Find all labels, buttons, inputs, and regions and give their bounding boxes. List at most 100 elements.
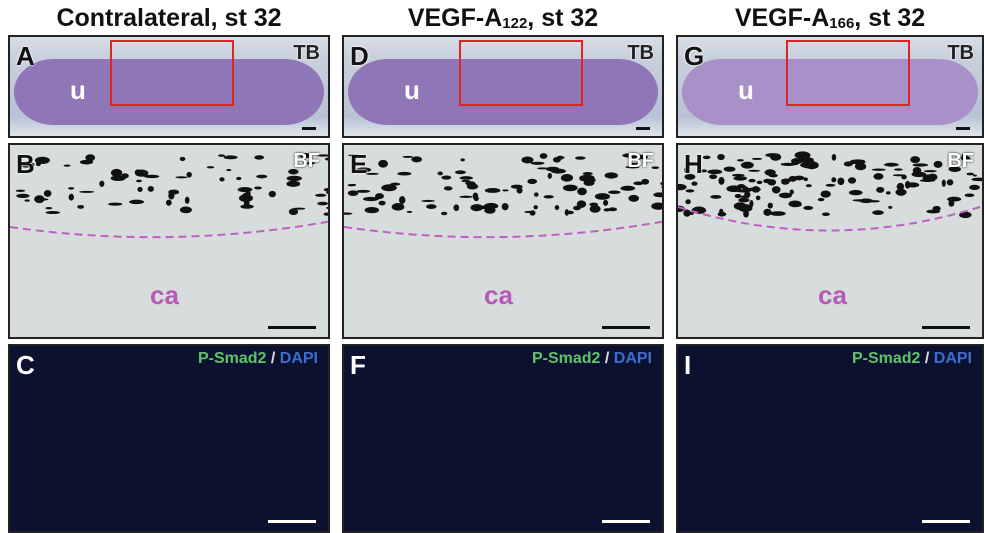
pigment-cell xyxy=(460,158,464,161)
pigment-cell xyxy=(502,189,508,191)
pigment-cell xyxy=(735,194,742,198)
pigment-cell xyxy=(444,186,453,190)
pigment-cell xyxy=(77,205,84,209)
pigment-cell xyxy=(884,163,899,167)
pigment-cell xyxy=(421,200,435,202)
pigment-cell xyxy=(108,203,122,206)
pigment-cell xyxy=(64,165,71,167)
pigment-cell xyxy=(661,186,664,188)
pigment-cell xyxy=(651,203,664,210)
pigment-cell xyxy=(555,205,560,210)
pigment-cell xyxy=(886,191,891,194)
pigment-cell xyxy=(765,153,780,157)
pigment-cell xyxy=(474,196,479,201)
pigment-cell xyxy=(633,182,643,186)
pigment-cell xyxy=(236,177,241,180)
figure-column: VEGF-A122, st 32DTBuEBFcaFP-Smad2 / DAPI xyxy=(342,0,664,533)
pigment-cell xyxy=(378,160,388,168)
pigment-cell xyxy=(45,207,52,209)
pigment-cell xyxy=(737,205,749,211)
pigment-cell xyxy=(741,162,754,169)
pigment-cell xyxy=(832,154,837,161)
pigment-cell xyxy=(800,162,815,168)
pigment-cell xyxy=(363,197,379,201)
pigment-cell xyxy=(45,211,60,214)
pigment-cell xyxy=(502,203,509,210)
title-subscript: 122 xyxy=(502,15,527,32)
pigment-cell xyxy=(135,169,141,175)
pigment-cell xyxy=(895,189,906,196)
pigment-cell xyxy=(837,178,844,185)
pigment-cell xyxy=(947,197,961,202)
pigment-cell xyxy=(910,156,920,163)
pigment-cell xyxy=(453,204,459,211)
counterstain-name: DAPI xyxy=(614,350,652,367)
pigment-cell xyxy=(129,200,144,204)
pigment-cell xyxy=(577,200,586,208)
pigment-cell xyxy=(511,185,523,189)
pigment-cell xyxy=(85,154,95,161)
pigment-cell xyxy=(738,198,749,203)
pigment-cell xyxy=(859,199,873,204)
pigment-cell xyxy=(407,211,412,213)
counterstain-name: DAPI xyxy=(934,350,972,367)
pigment-cell xyxy=(686,189,695,192)
counterstain-name: DAPI xyxy=(280,350,318,367)
title-text: , st 32 xyxy=(854,4,925,32)
panel-letter: B xyxy=(16,149,35,180)
pigment-cell xyxy=(825,184,835,187)
scale-bar xyxy=(956,127,970,130)
pigment-cell xyxy=(893,174,905,176)
image-panel: HBFca xyxy=(676,143,984,339)
pigment-cell xyxy=(583,172,593,175)
pigment-cell xyxy=(166,200,172,206)
pigment-cell xyxy=(589,203,598,207)
pigment-cell xyxy=(390,183,400,186)
scale-bar xyxy=(922,520,970,523)
panel-letter: D xyxy=(350,41,369,72)
pigment-cell xyxy=(608,207,617,211)
boundary-line xyxy=(10,221,330,237)
pigment-cell xyxy=(733,176,747,181)
pigment-cell xyxy=(136,180,142,183)
region-label: u xyxy=(404,75,420,106)
pigment-cell xyxy=(207,166,215,168)
pigment-cell xyxy=(534,205,538,209)
pigment-cell xyxy=(16,190,25,192)
region-label: u xyxy=(738,75,754,106)
pigment-cell xyxy=(180,206,192,213)
pigment-cell xyxy=(653,192,664,197)
pigment-cell xyxy=(317,202,328,206)
pigment-cell xyxy=(441,175,451,179)
pigment-cell xyxy=(397,172,411,176)
title-text: VEGF-A xyxy=(735,4,829,32)
pigment-cell xyxy=(969,185,980,190)
pigment-cell xyxy=(99,181,104,187)
pigment-cell xyxy=(888,206,892,209)
stain-tag: BF xyxy=(947,150,974,173)
pigment-cell xyxy=(803,206,813,210)
pigment-cell xyxy=(121,173,129,178)
pigment-cell xyxy=(822,213,830,216)
pigment-cell xyxy=(286,181,300,187)
pigment-cell xyxy=(579,175,595,182)
scale-bar xyxy=(268,520,316,523)
pigment-cell xyxy=(820,190,830,197)
pigment-cell xyxy=(254,186,262,189)
pigment-cell xyxy=(794,203,802,207)
title-subscript: 166 xyxy=(829,15,854,32)
pigment-cell xyxy=(256,175,267,179)
pigment-cell xyxy=(855,163,866,171)
pigment-cell xyxy=(35,157,50,164)
pigment-cell xyxy=(844,161,853,166)
pigment-cell xyxy=(460,176,473,180)
pigment-cell xyxy=(894,168,903,170)
pigment-cell xyxy=(934,161,943,168)
pigment-cell xyxy=(426,204,437,209)
pigment-cell xyxy=(872,210,884,215)
pigment-cell xyxy=(707,170,722,175)
stain-name: P-Smad2 xyxy=(198,350,266,367)
title-text: VEGF-A xyxy=(408,4,502,32)
